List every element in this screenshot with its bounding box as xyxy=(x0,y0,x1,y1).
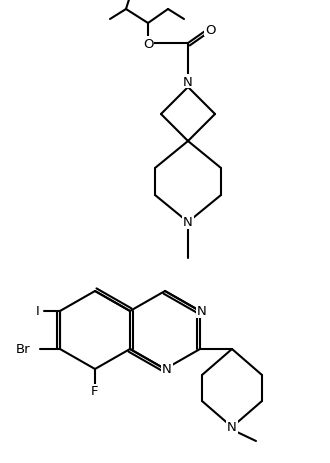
Text: N: N xyxy=(162,363,172,375)
Text: N: N xyxy=(227,420,237,433)
Text: N: N xyxy=(183,216,193,229)
Text: N: N xyxy=(197,305,207,318)
Text: O: O xyxy=(143,38,153,50)
Text: O: O xyxy=(205,24,215,37)
Text: F: F xyxy=(91,385,99,398)
Text: Br: Br xyxy=(16,343,30,356)
Text: I: I xyxy=(36,305,40,318)
Text: N: N xyxy=(183,75,193,88)
